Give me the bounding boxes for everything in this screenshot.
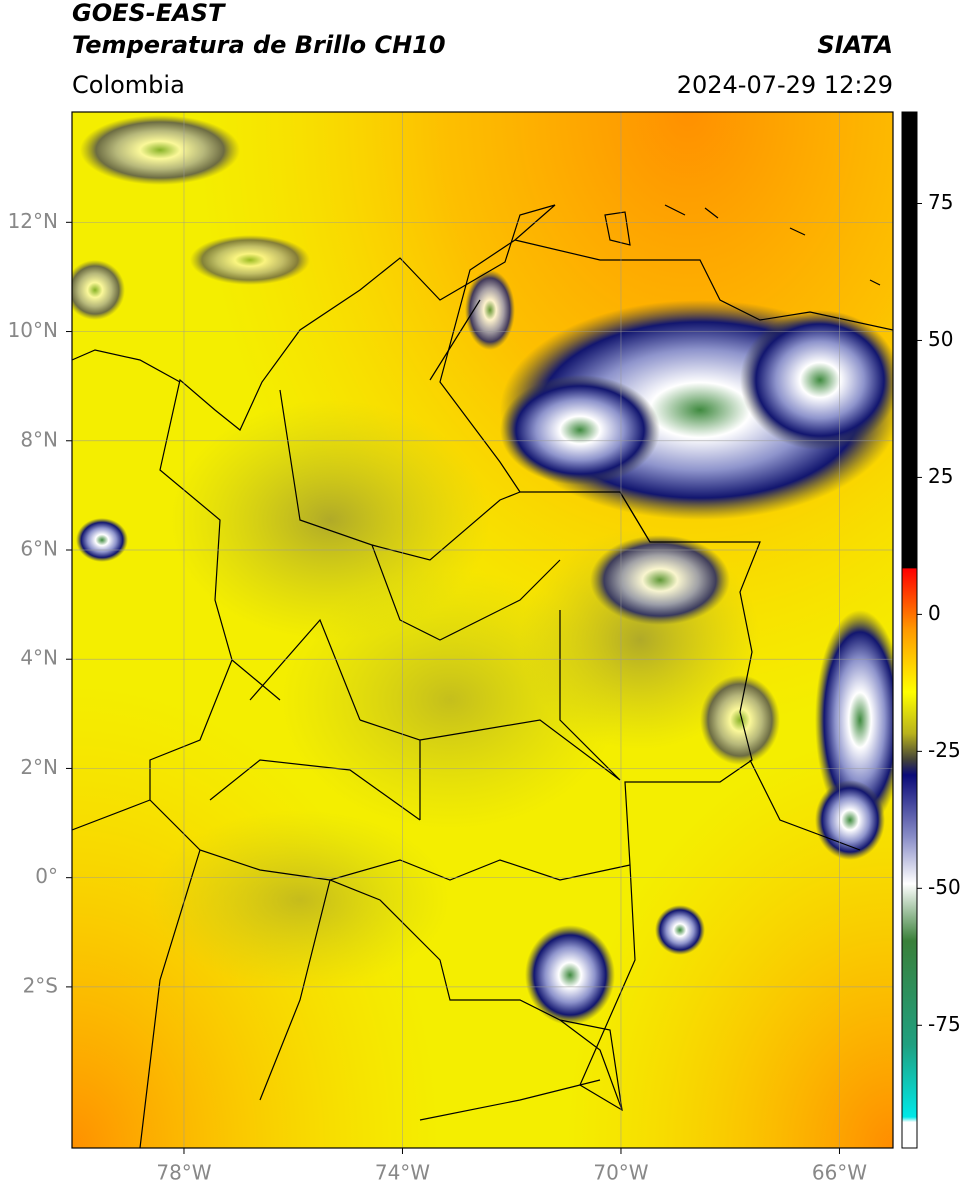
lon-tick-label: 66°W	[812, 1161, 867, 1185]
lat-tick-label: 4°N	[20, 646, 58, 670]
title: GOES-EAST	[72, 0, 226, 27]
region: Colombia	[72, 71, 185, 99]
lat-tick-label: 10°N	[8, 318, 58, 342]
subtitle: Temperatura de Brillo CH10	[72, 31, 446, 59]
map-frame	[71, 111, 894, 1149]
lat-tick-label: 12°N	[8, 209, 58, 233]
colorbar-tick-label: 0	[928, 601, 941, 625]
map-imagery	[72, 112, 893, 1148]
datetime: 2024-07-29 12:29	[677, 71, 893, 99]
colorbar-tick-label: -25	[928, 738, 961, 762]
lat-tick-label: 8°N	[20, 427, 58, 451]
source: SIATA	[817, 31, 893, 59]
lon-tick-label: 74°W	[375, 1161, 430, 1185]
graticule	[72, 112, 893, 1148]
lon-tick-label: 70°W	[593, 1161, 648, 1185]
colorbar-tick-label: 75	[928, 190, 953, 214]
colorbar-tick-label: 25	[928, 464, 953, 488]
colorbar-tick-label: -50	[928, 875, 961, 899]
colorbar-tick-label: 50	[928, 327, 953, 351]
lat-tick-label: 2°N	[20, 755, 58, 779]
colorbar	[901, 111, 918, 1149]
lat-tick-label: 6°N	[20, 536, 58, 560]
lat-tick-label: 2°S	[23, 973, 58, 997]
lat-tick-label: 0°	[35, 864, 58, 888]
lon-tick-label: 78°W	[156, 1161, 211, 1185]
colorbar-tick-label: -75	[928, 1012, 961, 1036]
